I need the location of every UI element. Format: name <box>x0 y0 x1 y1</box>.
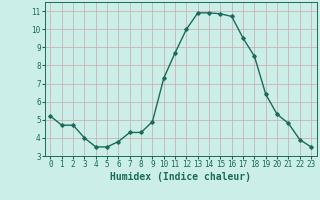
X-axis label: Humidex (Indice chaleur): Humidex (Indice chaleur) <box>110 172 251 182</box>
